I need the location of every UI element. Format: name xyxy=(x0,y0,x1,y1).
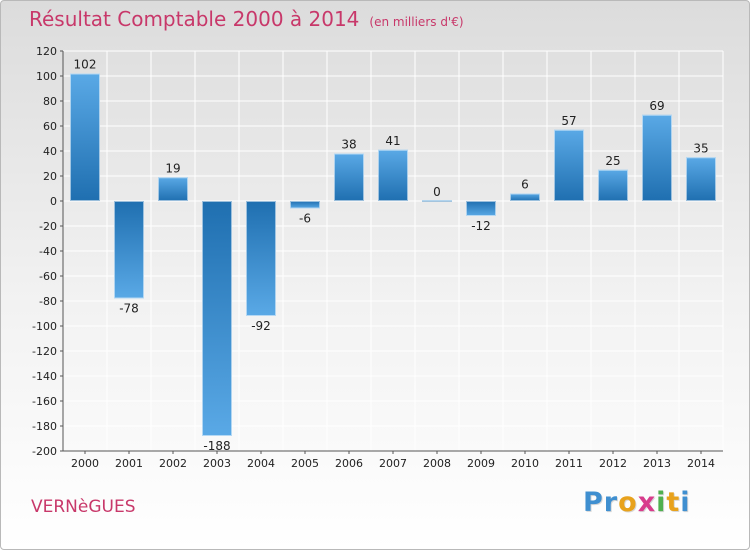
y-tick-label: -80 xyxy=(39,295,57,308)
logo-letter: t xyxy=(666,487,681,518)
bar xyxy=(334,153,364,201)
bar xyxy=(378,149,408,201)
x-tick-label: 2008 xyxy=(423,457,451,470)
x-tick-label: 2003 xyxy=(203,457,231,470)
y-tick-label: -120 xyxy=(32,345,57,358)
x-tick-label: 2010 xyxy=(511,457,539,470)
data-label: -92 xyxy=(251,319,271,333)
x-tick-label: 2002 xyxy=(159,457,187,470)
bar-highlight xyxy=(554,129,584,201)
y-tick-label: -200 xyxy=(32,445,57,458)
y-tick-label: -140 xyxy=(32,370,57,383)
y-tick-label: 80 xyxy=(43,95,57,108)
commune-name: VERNèGUES xyxy=(31,497,136,517)
data-label: 102 xyxy=(74,58,97,72)
bar xyxy=(202,201,232,436)
logo-letter: x xyxy=(637,487,657,518)
bar-highlight xyxy=(70,73,100,201)
bar-highlight xyxy=(114,201,144,299)
bar-highlight xyxy=(202,201,232,436)
y-tick-label: 120 xyxy=(36,45,57,58)
bar-highlight xyxy=(686,157,716,201)
bar-highlight xyxy=(290,201,320,209)
bar-highlight xyxy=(510,193,540,201)
x-tick-label: 2001 xyxy=(115,457,143,470)
bar xyxy=(510,193,540,201)
bar-highlight xyxy=(246,201,276,316)
logo-letter: P xyxy=(583,487,604,518)
chart-title-unit: (en milliers d'€) xyxy=(369,15,464,29)
bar xyxy=(114,201,144,299)
data-label: -188 xyxy=(203,439,230,453)
data-label: -6 xyxy=(299,212,311,226)
logo-letter: r xyxy=(603,487,619,518)
data-label: 6 xyxy=(521,178,529,192)
x-tick-label: 2009 xyxy=(467,457,495,470)
bar-highlight xyxy=(378,149,408,201)
data-label: 25 xyxy=(605,154,620,168)
bar-highlight xyxy=(466,201,496,216)
bar xyxy=(246,201,276,316)
y-tick-label: 100 xyxy=(36,70,57,83)
y-tick-label: -160 xyxy=(32,395,57,408)
y-tick-label: 40 xyxy=(43,145,57,158)
y-tick-label: -60 xyxy=(39,270,57,283)
chart-title: Résultat Comptable 2000 à 2014 (en millie… xyxy=(29,7,464,31)
bar xyxy=(290,201,320,209)
data-label: 57 xyxy=(561,114,576,128)
x-tick-label: 2006 xyxy=(335,457,363,470)
bar-highlight xyxy=(158,177,188,201)
x-tick-label: 2000 xyxy=(71,457,99,470)
y-tick-label: 20 xyxy=(43,170,57,183)
bar-highlight xyxy=(598,169,628,201)
bar xyxy=(598,169,628,201)
bar xyxy=(642,114,672,201)
x-tick-label: 2012 xyxy=(599,457,627,470)
data-label: 38 xyxy=(341,138,356,152)
y-tick-label: 0 xyxy=(50,195,57,208)
data-label: -78 xyxy=(119,302,139,316)
data-label: 41 xyxy=(385,134,400,148)
data-label: 69 xyxy=(649,99,664,113)
bar-highlight xyxy=(642,114,672,201)
y-tick-label: -40 xyxy=(39,245,57,258)
bar-highlight xyxy=(334,153,364,201)
y-tick-label: 60 xyxy=(43,120,57,133)
bar xyxy=(554,129,584,201)
bar-highlight xyxy=(422,200,452,202)
y-tick-label: -180 xyxy=(32,420,57,433)
data-label: 19 xyxy=(165,161,180,175)
x-tick-label: 2014 xyxy=(687,457,715,470)
logo-letter: o xyxy=(618,487,638,518)
logo-letter: i xyxy=(656,487,667,518)
data-label: -12 xyxy=(471,219,491,233)
data-label: 35 xyxy=(693,141,708,155)
bar xyxy=(466,201,496,216)
logo-letter: i xyxy=(680,487,691,518)
y-tick-label: -100 xyxy=(32,320,57,333)
x-tick-label: 2011 xyxy=(555,457,583,470)
x-tick-label: 2007 xyxy=(379,457,407,470)
y-tick-label: -20 xyxy=(39,220,57,233)
data-label: 0 xyxy=(433,185,441,199)
chart-title-main: Résultat Comptable 2000 à 2014 xyxy=(29,7,360,31)
x-tick-label: 2013 xyxy=(643,457,671,470)
x-tick-label: 2004 xyxy=(247,457,275,470)
proxiti-logo: Proxiti xyxy=(583,487,691,518)
bar xyxy=(70,73,100,201)
x-tick-label: 2005 xyxy=(291,457,319,470)
bar xyxy=(686,157,716,201)
bar xyxy=(158,177,188,201)
